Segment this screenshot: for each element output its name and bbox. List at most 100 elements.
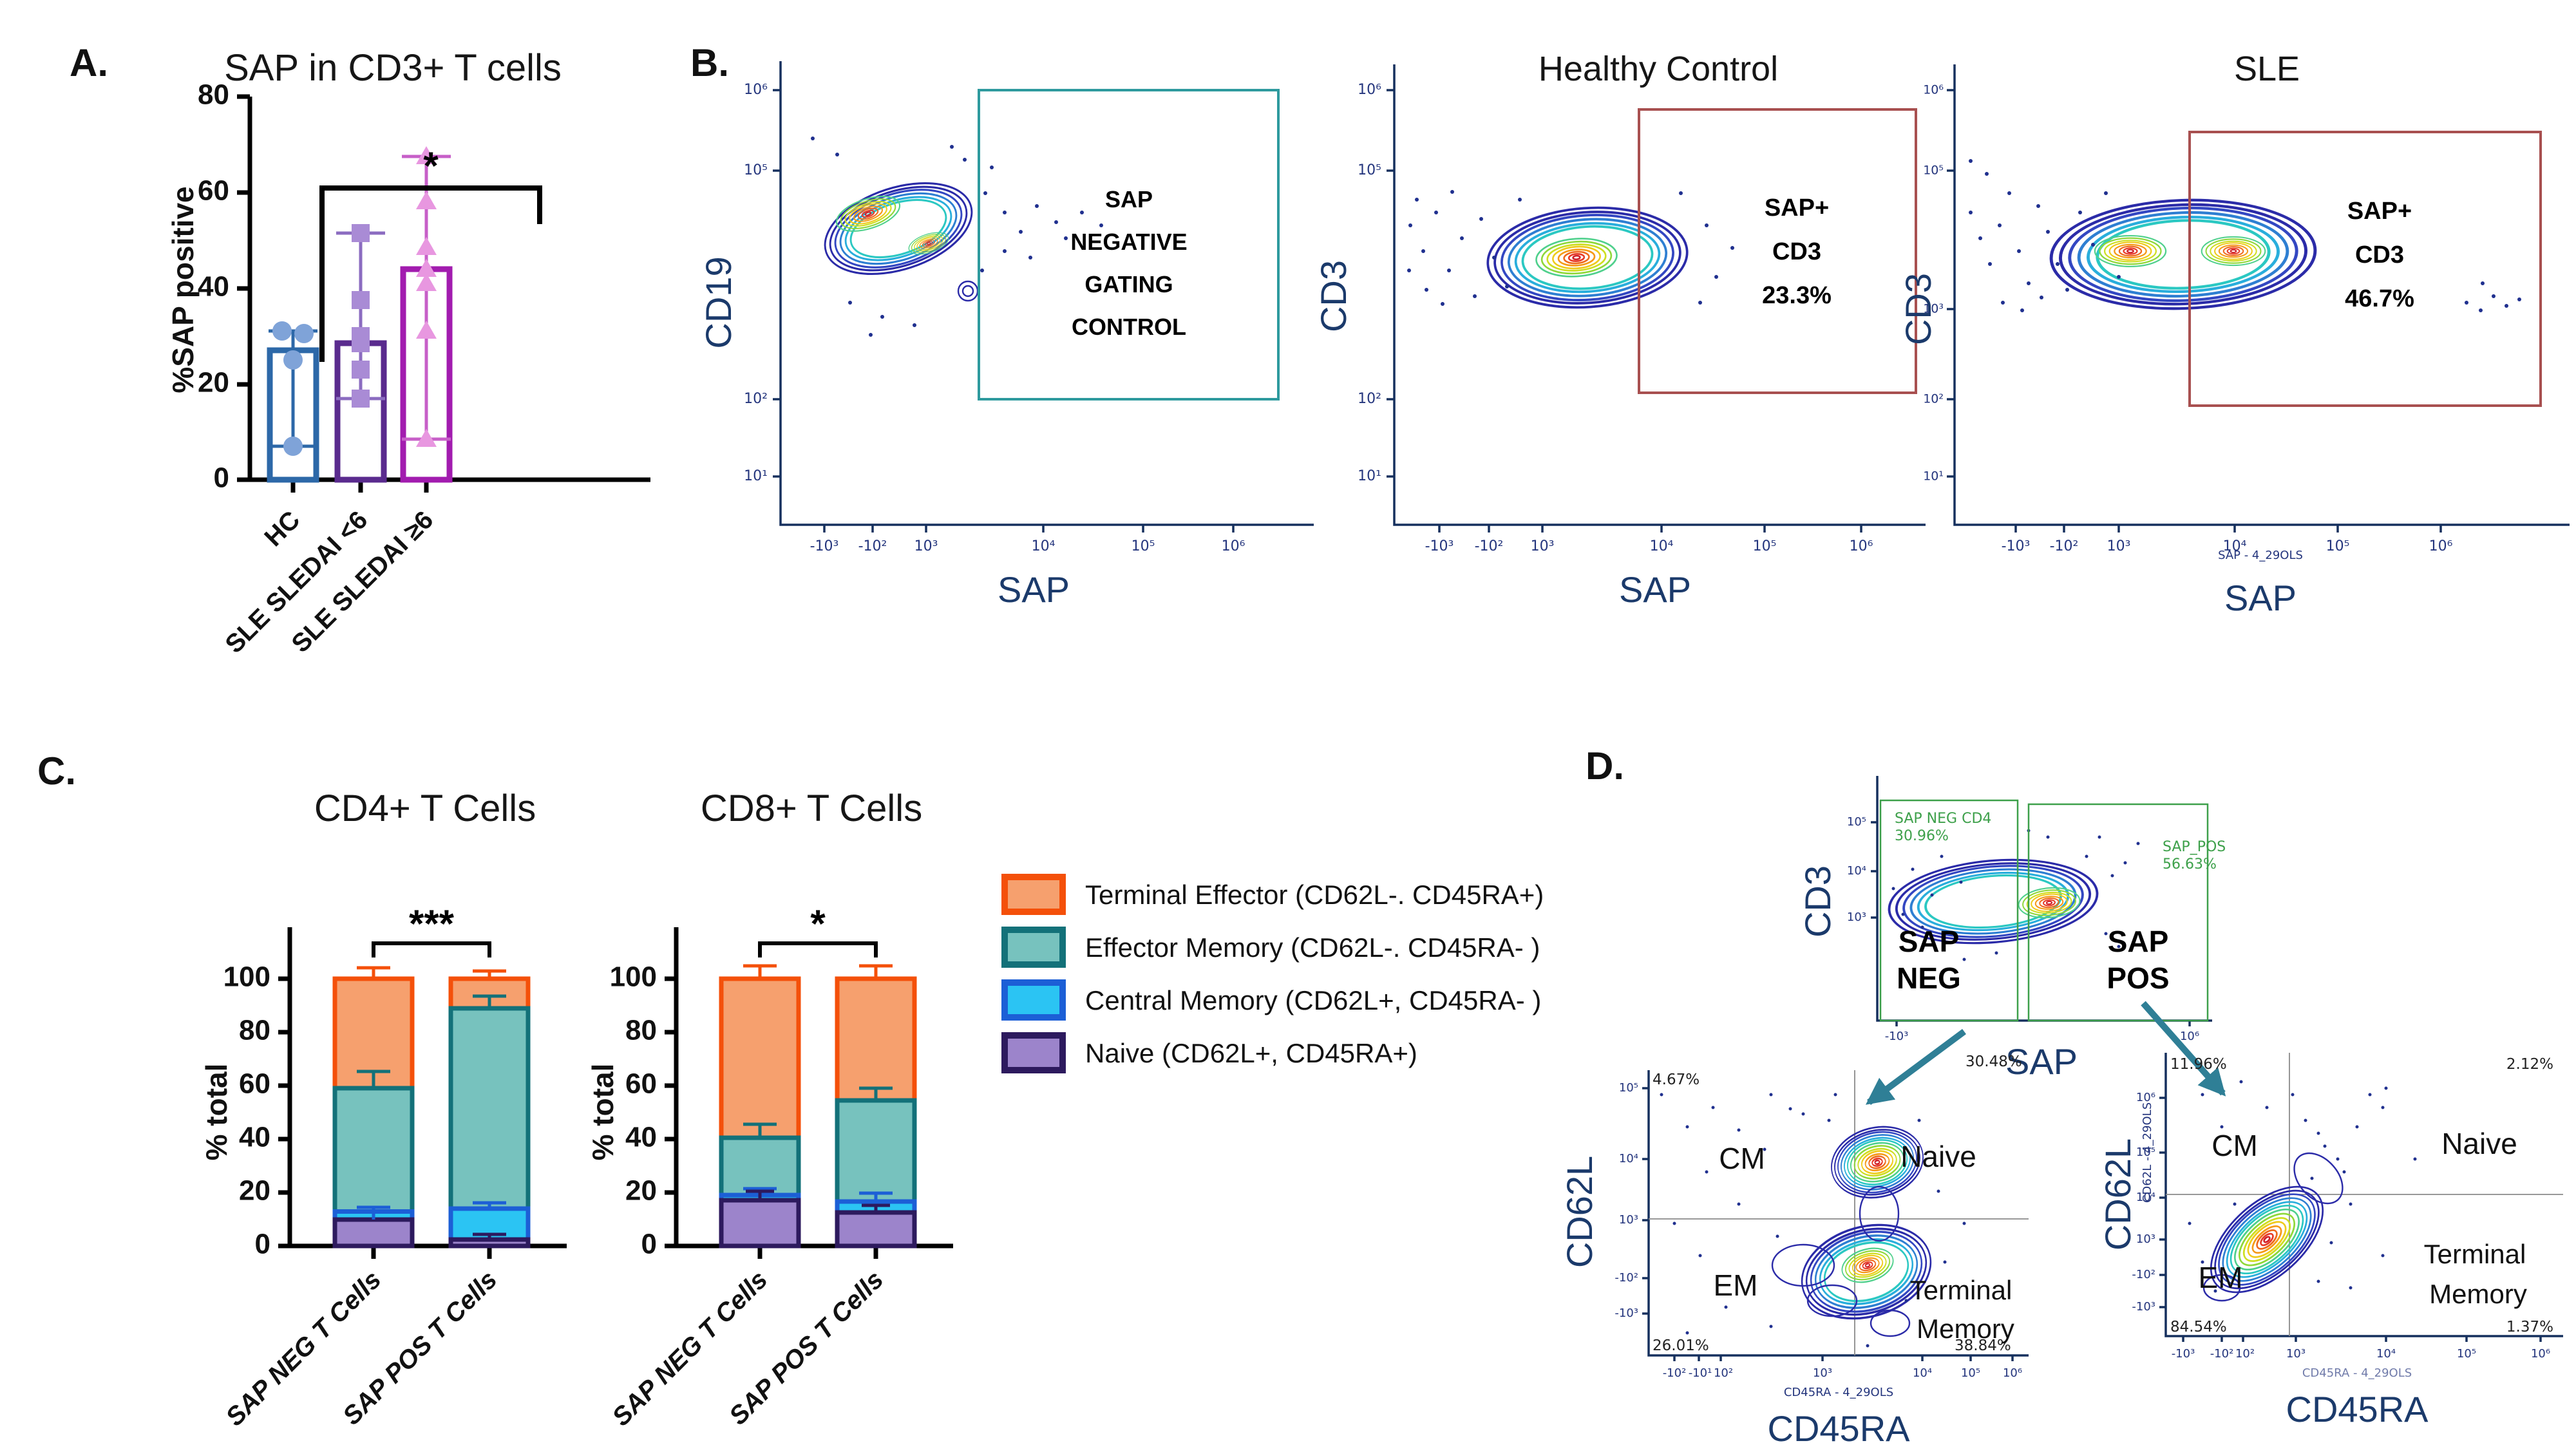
line: NEG	[1897, 961, 1961, 995]
d-br-axis-caption: CD45RA - 4_29OLS	[2302, 1366, 2412, 1380]
tick: 10⁵	[1753, 538, 1777, 554]
segment-naive	[835, 1210, 917, 1249]
segment-effector-memory	[332, 1086, 415, 1214]
d-bl-pct-bl: 26.01%	[1653, 1337, 1709, 1354]
tick: 10³	[1923, 302, 1944, 316]
line: SAP	[1899, 925, 1960, 958]
cd8-stacked-chart: CD8+ T Cells % total 100 80 60 40 20 0	[586, 787, 953, 1431]
gate-sap-pos[interactable]	[2027, 803, 2209, 1022]
b1-ytick-labels: 10⁶ 10⁵ 10² 10¹	[744, 82, 768, 484]
cd8-pos-bar	[835, 976, 917, 1249]
d-bl-pct-tr: 30.48%	[1965, 1053, 2022, 1070]
d-bl-pct-tl: 4.67%	[1653, 1071, 1700, 1088]
b1-xtick-labels: -10³ -10² 10³ 10⁴ 10⁵ 10⁶	[810, 538, 1245, 554]
tick: 10³	[1813, 1366, 1832, 1380]
flow-plot-sap-neg-memory: 10⁵ 10⁴ 10³ -10² -10³ -10² -10¹ 10² 10³ …	[1559, 1053, 2029, 1449]
sap-pos-callout: SAP POS	[2107, 925, 2169, 995]
cat-hc: HC	[259, 505, 305, 552]
tick: 10⁴	[1847, 864, 1866, 878]
cd4-title: CD4+ T Cells	[314, 787, 536, 829]
cd4-ylabel: % total	[200, 1064, 233, 1161]
points-sle-lt6	[352, 224, 370, 408]
segment-naive	[719, 1198, 801, 1249]
tick: 0	[255, 1229, 270, 1260]
d-bl-scatter-dots	[1660, 1093, 1966, 1348]
tick: 60	[625, 1068, 657, 1100]
d-top-ylabel: CD3	[1797, 865, 1838, 938]
legend-swatch-central-memory	[1001, 979, 1066, 1021]
d-bl-ylabel: CD62L	[1559, 1156, 1600, 1268]
panel-d: D. CD3 10⁵ 10⁴ 10³ -10³ 10⁶ SAP	[1559, 744, 2563, 1449]
panel-a-tickmarks	[237, 94, 429, 493]
tick: 10⁴	[1650, 538, 1674, 554]
tick: 10²	[1714, 1366, 1733, 1380]
d-br-quad-cm: CM	[2211, 1129, 2258, 1162]
tick: 10²	[2235, 1347, 2255, 1361]
tick: -10²	[2210, 1347, 2234, 1361]
cd8-pos-whiskers	[859, 964, 893, 1212]
d-top-ytick-labels: 10⁵ 10⁴ 10³	[1847, 815, 1866, 924]
panel-d-letter: D.	[1586, 744, 1624, 787]
tick: 10⁴	[1619, 1152, 1638, 1165]
d-br-xlabel: CD45RA	[2286, 1389, 2429, 1429]
b2-xtick-labels: -10³ -10² 10³ 10⁴ 10⁵ 10⁶	[1425, 538, 1873, 554]
flow-plot-sap-negative-control: CD19 SAP 10⁶ 10⁵ 10² 10¹ -10³ -10² 10³ 1…	[698, 61, 1314, 610]
cd4-pos-whiskers	[473, 969, 506, 1240]
tick: -10²	[1663, 1366, 1687, 1380]
ytick-60: 60	[198, 175, 229, 207]
cd8-ylabel: % total	[586, 1064, 620, 1161]
tick: 10⁶	[1222, 538, 1245, 554]
tick: 10⁶	[2180, 1030, 2199, 1043]
d-br-ylabel: CD62L	[2098, 1138, 2138, 1250]
b3-scatter-dots	[1969, 159, 2521, 312]
b2-ytick-labels: 10⁶ 10⁵ 10² 10¹	[1358, 82, 1381, 484]
segment-terminal-effector	[719, 976, 801, 1140]
b2-scatter-dots	[1407, 190, 1734, 306]
ytick-20: 20	[198, 367, 229, 399]
tick: 10⁴	[1913, 1366, 1932, 1380]
b3-xtick-labels: -10³ -10² 10³ 10⁴ 10⁵ 10⁶	[2002, 538, 2453, 554]
d-br-quad-terminal: Terminal	[2424, 1239, 2526, 1269]
gate-sap-negative[interactable]	[978, 89, 1280, 401]
gate-line: SAP+	[2347, 198, 2412, 225]
gate-sap-pos-sle-label: SAP+ CD3 46.7%	[2345, 198, 2414, 312]
panel-a-ylabel: %SAP positive	[166, 186, 200, 393]
tick: 10⁴	[2136, 1191, 2155, 1204]
sig-label-cd8: *	[810, 902, 826, 945]
tick: 10³	[1847, 910, 1866, 924]
d-br-xtick-labels: -10³ -10² 10² 10³ 10⁴ 10⁵ 10⁶	[2172, 1347, 2550, 1361]
tick: 10⁶	[2136, 1091, 2155, 1104]
tick: 40	[625, 1122, 657, 1153]
tick: 80	[625, 1015, 657, 1046]
memory-subset-legend: Terminal Effector (CD62L-. CD45RA+) Effe…	[1001, 874, 1544, 1073]
d-br-pct-tl: 11.96%	[2170, 1056, 2227, 1073]
d-br-quad-em: EM	[2199, 1261, 2243, 1294]
legend-swatch-terminal-effector	[1001, 874, 1066, 915]
gate-line: 46.7%	[2345, 285, 2414, 312]
gate-line: CD3	[1772, 238, 1821, 265]
d-bl-quad-terminal: Terminal	[1910, 1275, 2012, 1305]
legend-swatch-effector-memory	[1001, 927, 1066, 968]
panel-a-letter: A.	[70, 41, 108, 84]
gate-line: CONTROL	[1072, 314, 1186, 340]
legend-label-central-memory: Central Memory (CD62L+, CD45RA- )	[1085, 985, 1541, 1015]
tick: 10⁵	[1132, 538, 1155, 554]
tick: -10³	[2172, 1347, 2195, 1361]
gate-sap-pos-sle[interactable]	[2188, 131, 2542, 407]
d-bl-xtick-labels: -10² -10¹ 10² 10³ 10⁴ 10⁵ 10⁶	[1663, 1366, 2022, 1380]
cd4-ytick-labels: 100 80 60 40 20 0	[223, 961, 270, 1260]
panel-a-categories: HC SLE SLEDAI <6 SLE SLEDAI ≥6	[220, 505, 439, 659]
tick: -10³	[1425, 538, 1454, 554]
b1-ylabel: CD19	[698, 256, 739, 348]
panel-c: C. CD4+ T Cells % total 100 80 60 40 20 …	[37, 750, 1544, 1431]
gate-sap-pos-hc[interactable]	[1638, 108, 1917, 394]
d-br-quad-naive: Naive	[2441, 1127, 2517, 1160]
sig-bracket-a	[319, 185, 542, 362]
d-top-xtick-labels: -10³ 10⁶	[1885, 1030, 2199, 1043]
d-bl-ytick-labels: 10⁵ 10⁴ 10³ -10² -10³	[1615, 1081, 1638, 1320]
gate-sap-neg[interactable]	[1879, 799, 2019, 1022]
b2-ylabel: CD3	[1313, 260, 1354, 332]
gate-line: SAP+	[1765, 194, 1829, 222]
gate-sap-negative-label: SAP NEGATIVE GATING CONTROL	[1070, 186, 1187, 340]
